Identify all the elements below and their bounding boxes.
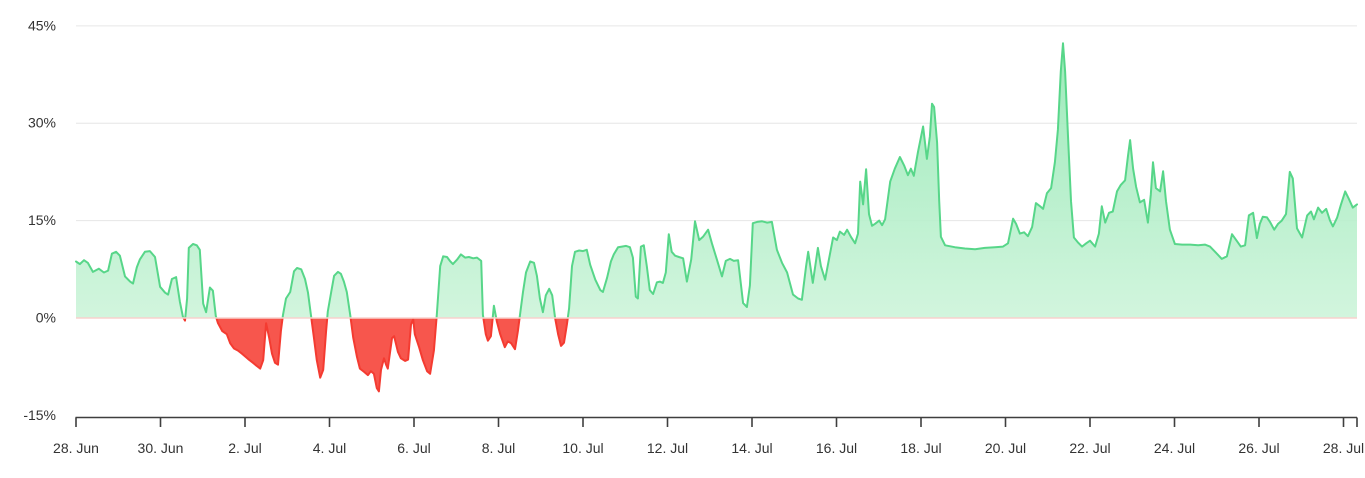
x-axis-label: 8. Jul xyxy=(482,440,515,456)
x-axis-label: 30. Jun xyxy=(138,440,184,456)
x-axis-label: 14. Jul xyxy=(731,440,772,456)
y-axis-label: 0% xyxy=(36,310,56,326)
series-negative-region[interactable] xyxy=(76,43,1357,393)
x-axis-label: 20. Jul xyxy=(985,440,1026,456)
x-axis-label: 16. Jul xyxy=(816,440,857,456)
x-axis-label: 24. Jul xyxy=(1154,440,1195,456)
x-axis-label: 6. Jul xyxy=(397,440,430,456)
area-positive-fill xyxy=(76,43,1357,318)
x-axis-label: 26. Jul xyxy=(1238,440,1279,456)
x-axis-label: 22. Jul xyxy=(1069,440,1110,456)
y-axis-label: -15% xyxy=(23,407,56,423)
x-axis-label: 10. Jul xyxy=(562,440,603,456)
y-axis-label: 45% xyxy=(28,17,56,33)
y-axis-label: 15% xyxy=(28,212,56,228)
area-positive-line xyxy=(75,42,1358,318)
x-axis-label: 4. Jul xyxy=(313,440,346,456)
series-positive-region[interactable] xyxy=(75,42,1358,391)
x-axis-label: 12. Jul xyxy=(647,440,688,456)
x-axis-label: 2. Jul xyxy=(228,440,261,456)
y-axis-label: 30% xyxy=(28,115,56,131)
x-axis-label: 28. Jun xyxy=(53,440,99,456)
area-negative-fill xyxy=(76,318,1357,392)
x-axis-label: 28. Jul xyxy=(1323,440,1364,456)
x-axis-label: 18. Jul xyxy=(900,440,941,456)
